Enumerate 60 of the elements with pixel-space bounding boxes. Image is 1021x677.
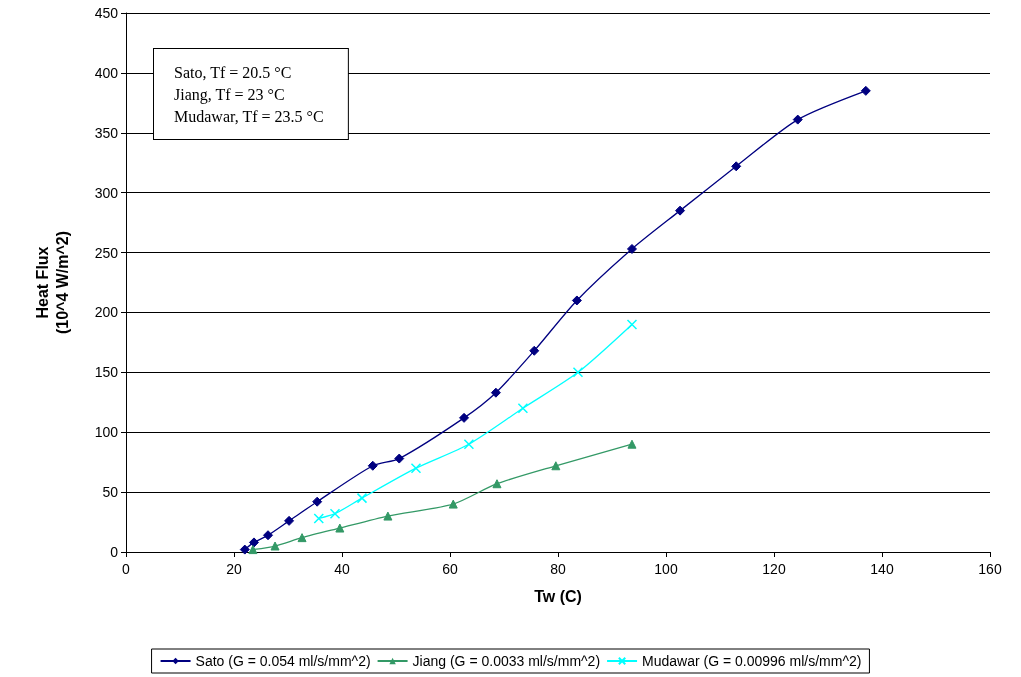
y-tick-label: 300 bbox=[94, 184, 119, 201]
legend-label: Sato (G = 0.054 ml/s/mm^2) bbox=[195, 653, 371, 669]
y-tick-label: 250 bbox=[94, 244, 119, 261]
point bbox=[492, 479, 502, 489]
y-tick-label: 450 bbox=[94, 5, 119, 21]
point bbox=[263, 530, 274, 541]
point bbox=[626, 243, 637, 254]
annotation: Mudawar, Tf = 23.5 °C bbox=[174, 107, 324, 125]
point bbox=[284, 515, 295, 526]
point bbox=[394, 453, 405, 464]
y-tick-label: 400 bbox=[94, 64, 119, 81]
point bbox=[313, 513, 325, 524]
point bbox=[410, 462, 422, 474]
point bbox=[675, 205, 686, 216]
x-tick-label: 60 bbox=[442, 561, 458, 577]
point bbox=[335, 523, 345, 533]
point bbox=[517, 403, 529, 414]
legend-label: Jiang (G = 0.0033 ml/s/mm^2) bbox=[412, 653, 601, 669]
point bbox=[572, 367, 584, 378]
annotation: Sato, Tf = 20.5 °C bbox=[174, 63, 292, 81]
point bbox=[731, 161, 742, 172]
annotation: Jiang, Tf = 23 °C bbox=[174, 85, 285, 104]
x-tick-label: 120 bbox=[762, 561, 786, 577]
x-axis-title: Tw (C) bbox=[534, 587, 582, 605]
legend-label: Mudawar (G = 0.00996 ml/s/mm^2) bbox=[642, 653, 862, 669]
x-tick-label: 140 bbox=[870, 561, 894, 577]
point bbox=[239, 544, 250, 555]
point bbox=[626, 319, 638, 330]
point bbox=[627, 439, 637, 449]
x-tick-label: 100 bbox=[654, 561, 678, 577]
point bbox=[551, 461, 561, 471]
point bbox=[367, 460, 378, 471]
point bbox=[297, 533, 307, 543]
y-tick-label: 350 bbox=[94, 124, 119, 141]
x-tick-label: 160 bbox=[978, 561, 1002, 577]
point bbox=[270, 541, 280, 551]
point bbox=[463, 438, 475, 450]
y-tick-label: 150 bbox=[94, 364, 119, 381]
point bbox=[490, 387, 501, 398]
x-tick-label: 0 bbox=[122, 561, 131, 577]
y-tick-label: 100 bbox=[94, 424, 119, 441]
y-axis-title: Heat Flux (10^4 W/m^2) bbox=[33, 230, 71, 335]
point bbox=[571, 295, 582, 306]
x-tick-label: 20 bbox=[226, 561, 242, 577]
point bbox=[248, 545, 258, 555]
point bbox=[356, 492, 368, 504]
point bbox=[248, 537, 259, 548]
point bbox=[860, 85, 871, 96]
point bbox=[329, 508, 341, 519]
point bbox=[448, 499, 458, 509]
y-tick-label: 0 bbox=[110, 544, 119, 560]
point bbox=[529, 345, 540, 356]
x-tick-label: 80 bbox=[550, 561, 566, 577]
y-tick-label: 200 bbox=[94, 304, 119, 321]
point bbox=[792, 114, 803, 125]
point bbox=[459, 412, 470, 423]
point bbox=[383, 511, 393, 521]
point bbox=[312, 496, 323, 507]
y-tick-label: 50 bbox=[102, 484, 119, 501]
x-tick-label: 40 bbox=[334, 561, 350, 577]
